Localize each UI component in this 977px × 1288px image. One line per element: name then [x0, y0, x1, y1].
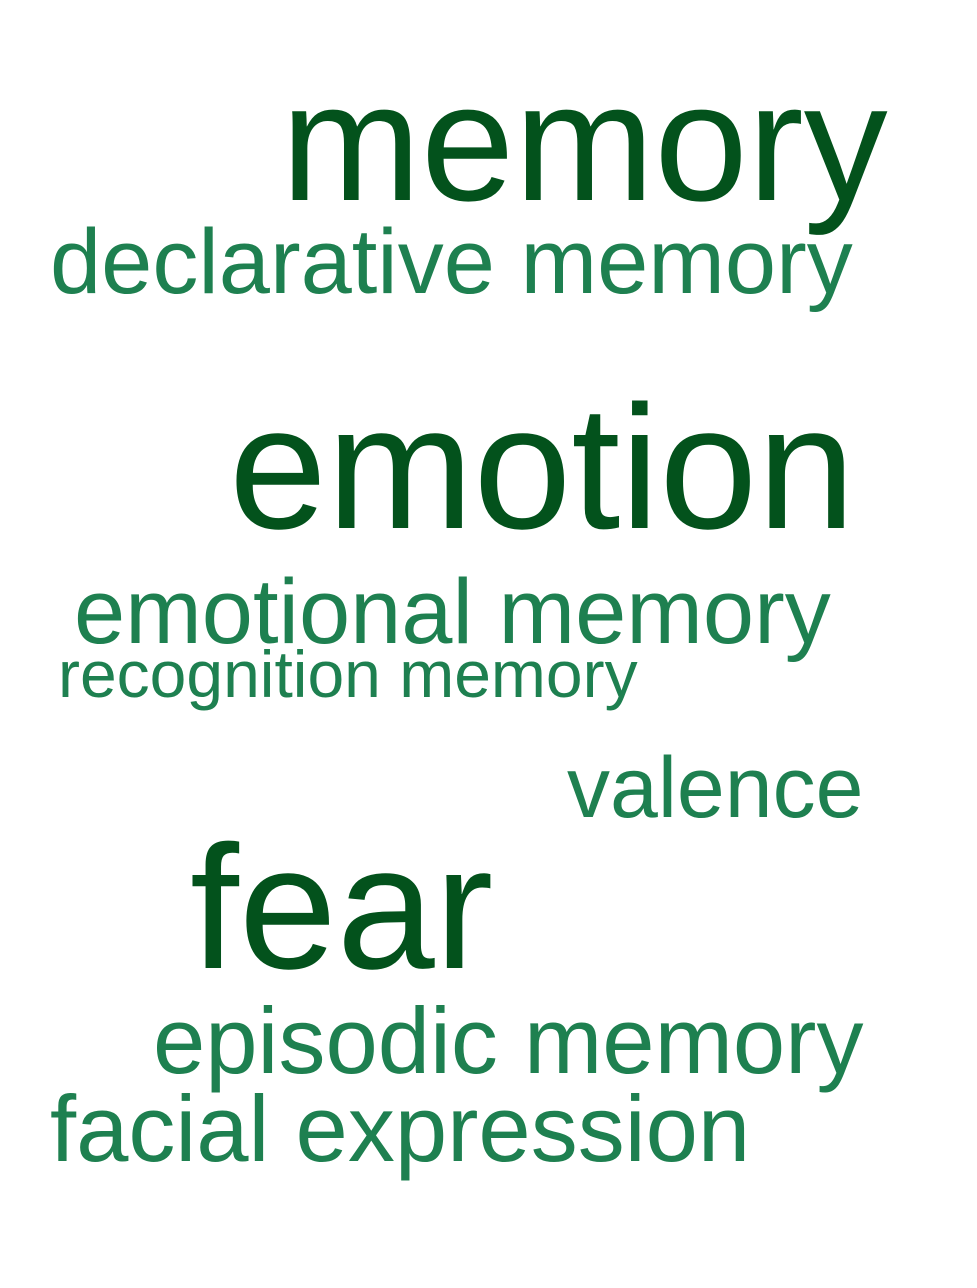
word-recognition-memory: recognition memory — [58, 637, 638, 711]
word-emotional-memory: emotional memory — [74, 561, 831, 663]
word-episodic-memory: episodic memory — [153, 988, 864, 1093]
word-facial-expression: facial expression — [50, 1076, 751, 1181]
word-fear: fear — [190, 810, 494, 1006]
word-declarative-memory: declarative memory — [50, 211, 853, 313]
word-valence: valence — [567, 740, 864, 836]
word-emotion: emotion — [229, 370, 856, 566]
word-memory: memory — [281, 48, 888, 236]
